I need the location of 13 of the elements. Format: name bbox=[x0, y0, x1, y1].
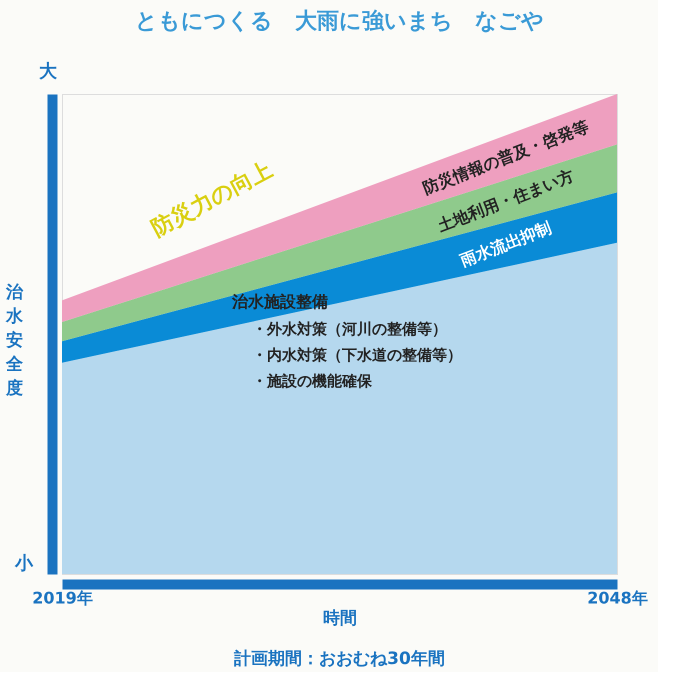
annotation: ・施設の機能確保 bbox=[252, 372, 373, 390]
text: 小 bbox=[14, 553, 34, 574]
x-tick-label: 2048年 bbox=[587, 588, 648, 608]
chart-title: ともにつくる 大雨に強いまち なごや bbox=[135, 9, 544, 34]
series-label: 治水施設整備 bbox=[231, 292, 328, 311]
text: 大 bbox=[38, 61, 58, 82]
text: 計画期間：おおむね30年間 bbox=[233, 649, 445, 669]
annotation: ・内水対策（下水道の整備等） bbox=[252, 346, 462, 364]
x-axis-title: 時間 bbox=[323, 608, 357, 628]
annotation: 防災力の向上 bbox=[148, 157, 277, 242]
y-axis-title: 治水安全度 bbox=[5, 282, 24, 398]
x-tick-label: 2019年 bbox=[32, 588, 93, 608]
annotation: ・外水対策（河川の整備等） bbox=[252, 320, 447, 338]
